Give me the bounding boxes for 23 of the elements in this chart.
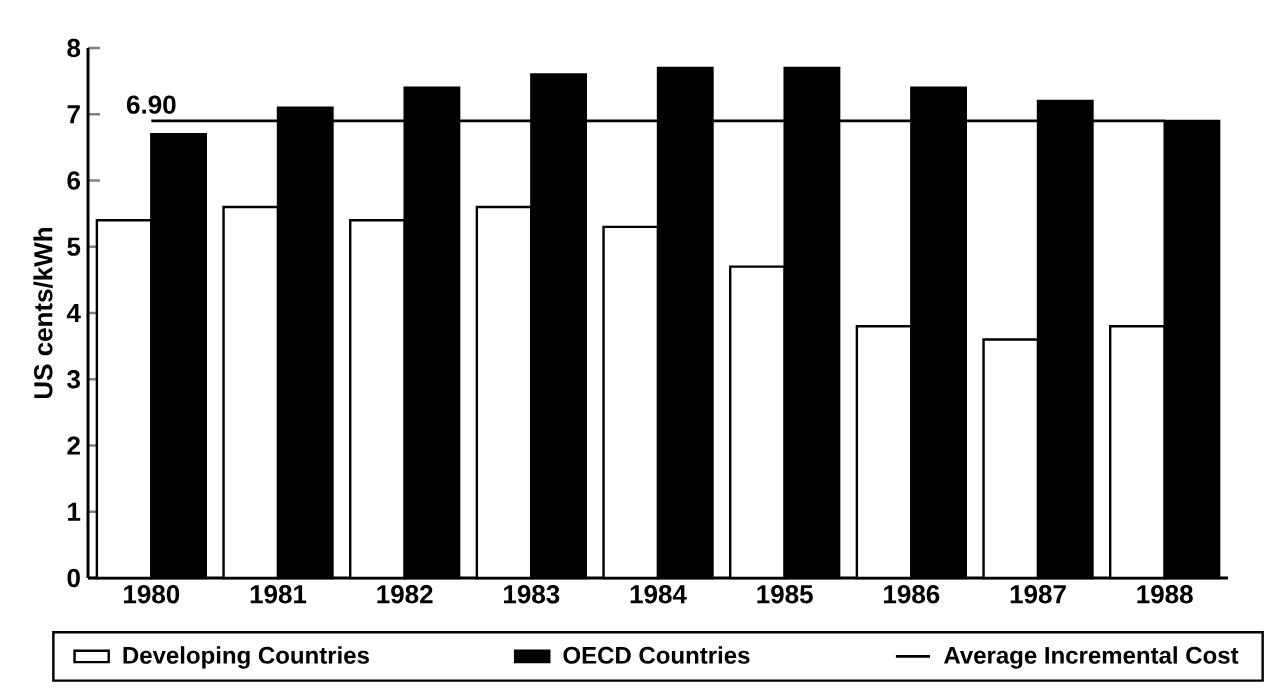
y-tick-label: 5 xyxy=(67,237,81,256)
x-tick-label: 1987 xyxy=(1010,585,1066,604)
y-tick-label: 8 xyxy=(67,38,81,58)
x-tick-label: 1981 xyxy=(250,585,307,604)
y-tick-label: 7 xyxy=(67,105,80,124)
y-tick-label: 1 xyxy=(68,502,81,521)
legend-label: Average Incremental Cost xyxy=(944,646,1239,669)
x-tick-label: 1986 xyxy=(884,585,940,604)
y-tick-label: 0 xyxy=(67,568,80,588)
x-tick-label: 1988 xyxy=(1137,585,1193,604)
x-tick-label: 1982 xyxy=(377,585,433,604)
x-tick-label: 1984 xyxy=(630,585,687,604)
legend-label: Developing Countries xyxy=(123,646,369,669)
y-tick-label: 3 xyxy=(67,370,80,389)
legend-label: OECD Countries xyxy=(563,646,750,664)
y-tick-label: 4 xyxy=(66,304,81,322)
x-tick-label: 1980 xyxy=(124,585,180,604)
y-axis-title: US cents/kWh xyxy=(33,227,53,399)
annotation: 6.90 xyxy=(126,95,176,114)
x-tick-label: 1985 xyxy=(757,585,813,604)
y-tick-label: 2 xyxy=(67,436,80,455)
x-tick-label: 1983 xyxy=(504,585,560,604)
y-tick-label: 6 xyxy=(67,171,80,190)
